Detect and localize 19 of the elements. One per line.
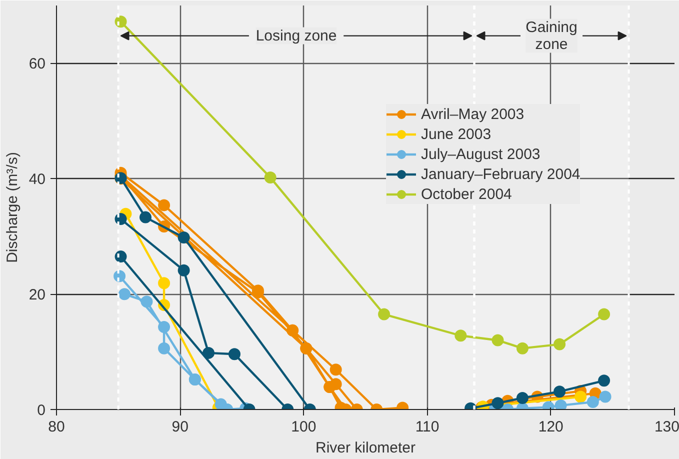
y-axis-title: Discharge (m³/s)	[4, 152, 21, 263]
x-tick-label: 110	[415, 418, 440, 436]
x-axis-title: River kilometer	[315, 440, 416, 456]
legend-label: Avril–May 2003	[421, 106, 524, 122]
legend-label: June 2003	[421, 126, 492, 142]
legend-label: July–August 2003	[421, 146, 540, 162]
x-tick-label: 90	[172, 418, 188, 436]
band-label: Gaining zone	[526, 18, 578, 53]
y-tick-label: 0	[37, 402, 46, 419]
legend-label: January–February 2004	[421, 166, 580, 182]
x-tick-label: 130	[654, 418, 679, 436]
x-tick-label: 120	[538, 418, 564, 436]
legend-label: October 2004	[421, 186, 512, 202]
y-tick-label: 60	[28, 56, 46, 73]
y-tick-label: 40	[28, 171, 46, 188]
x-tick-label: 80	[48, 418, 65, 436]
band-label: Losing zone	[256, 27, 337, 44]
y-tick-label: 20	[28, 286, 46, 304]
x-tick-label: 100	[291, 418, 316, 436]
